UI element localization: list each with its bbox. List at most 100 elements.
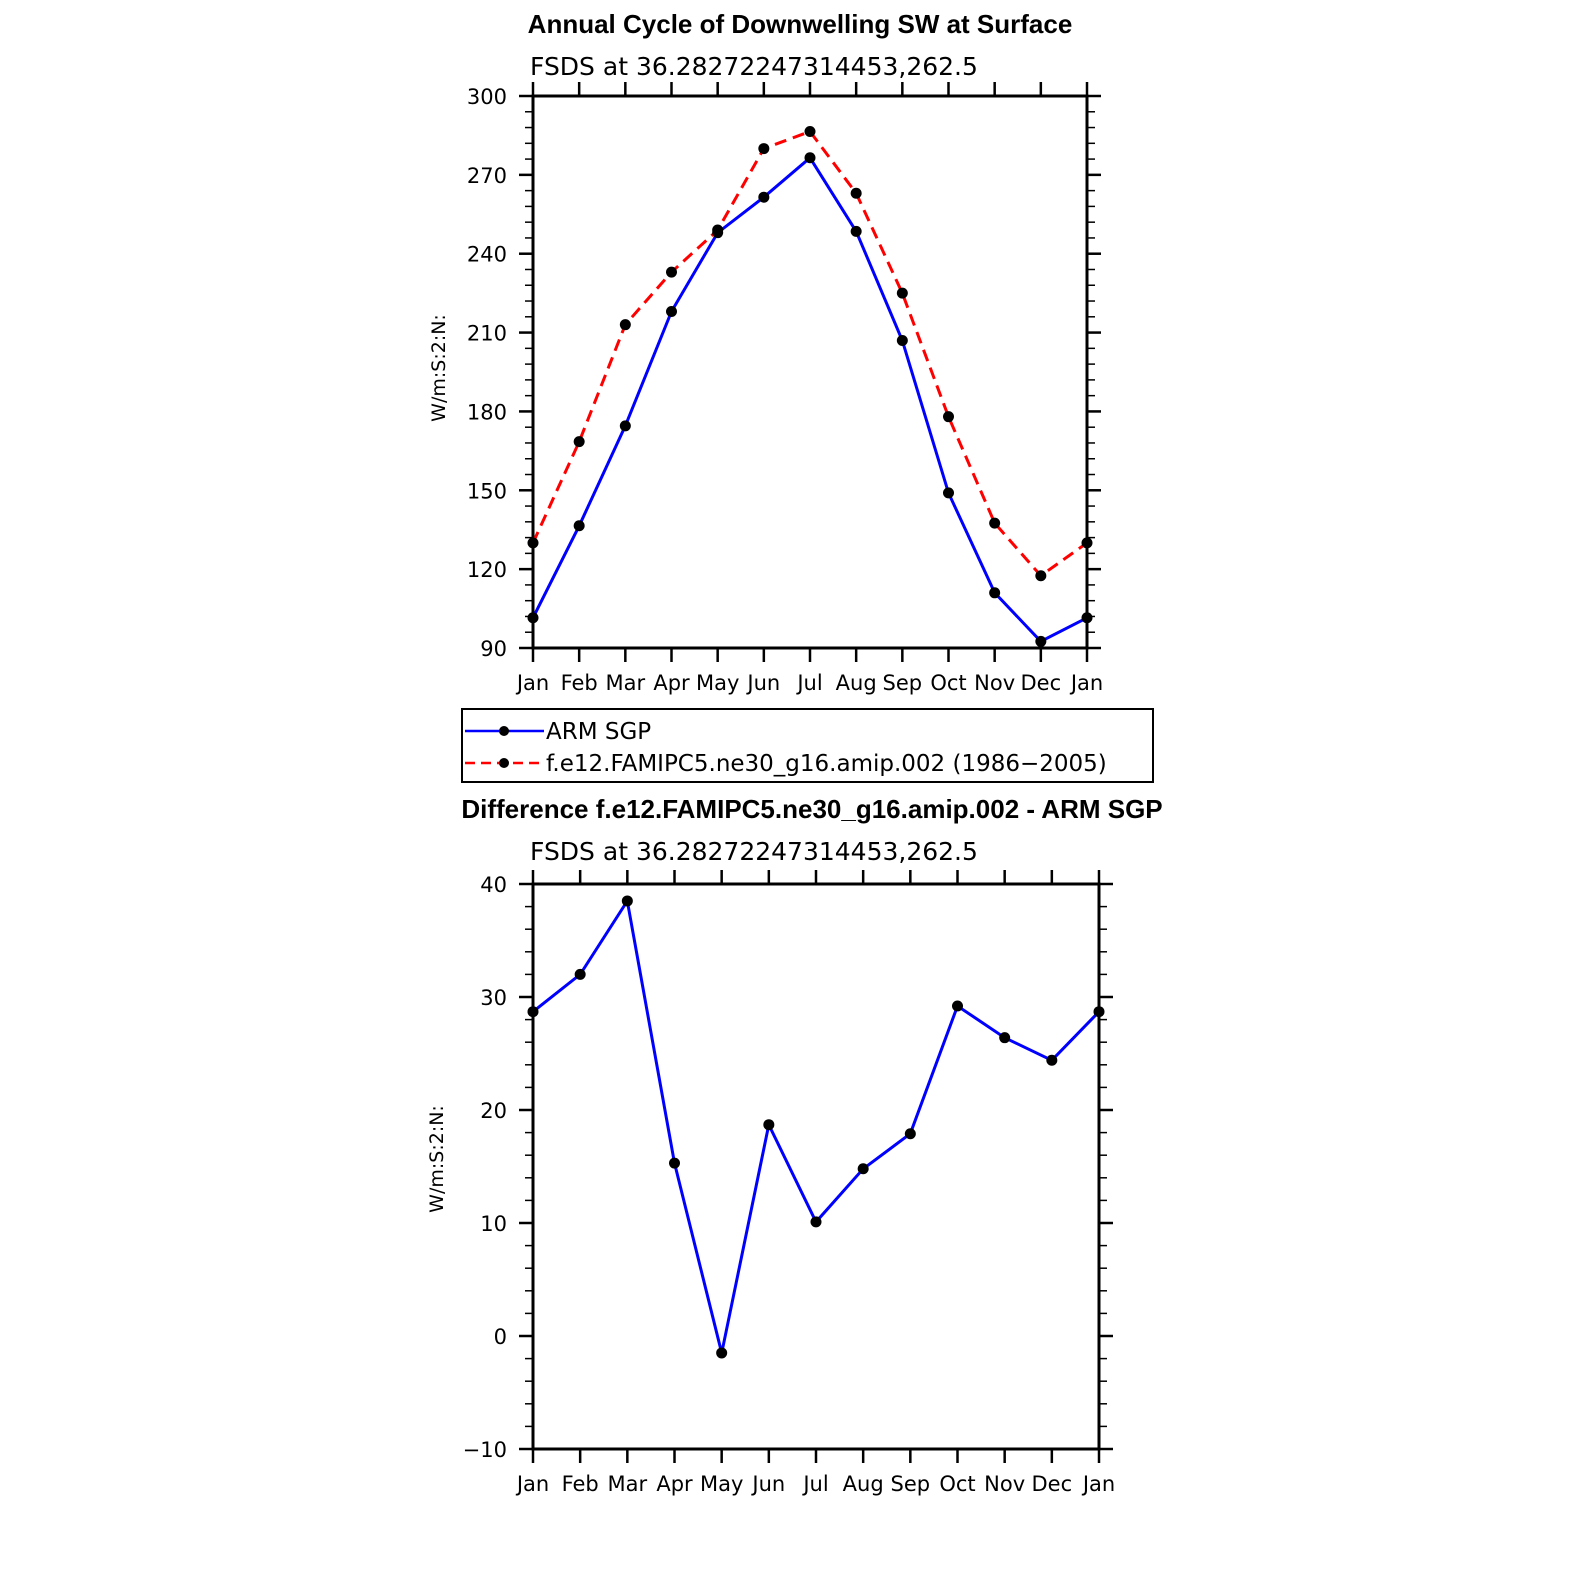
x-tick-label: Apr: [656, 1472, 693, 1496]
legend-box: [461, 708, 1154, 783]
x-tick-label: Feb: [561, 671, 598, 695]
data-point: [1046, 1054, 1058, 1066]
x-tick-label: Jul: [795, 671, 822, 695]
data-point: [573, 520, 585, 532]
x-tick-label: Jan: [515, 1472, 549, 1496]
data-point: [574, 968, 586, 980]
x-tick-label: Nov: [974, 671, 1015, 695]
data-point: [619, 319, 631, 331]
data-point: [712, 224, 724, 236]
series-layer: [527, 125, 1093, 647]
legend-marker-arm: [499, 726, 509, 736]
data-point: [1081, 612, 1093, 624]
chart-subtitle: FSDS at 36.28272247314453,262.5: [530, 837, 978, 866]
data-point: [669, 1157, 680, 1169]
difference-chart: Difference f.e12.FAMIPC5.ne30_g16.amip.0…: [426, 794, 1163, 1496]
chart-title: Difference f.e12.FAMIPC5.ne30_g16.amip.0…: [461, 794, 1162, 824]
data-point: [763, 1119, 775, 1131]
y-tick-label: 240: [467, 243, 507, 267]
x-tick-label: Oct: [939, 1472, 975, 1496]
annual-cycle-chart: Annual Cycle of Downwelling SW at Surfac…: [428, 9, 1103, 695]
data-point: [573, 436, 585, 448]
plot-frame: −10 0 10 20 30 40 Jan Feb Mar Apr May Jun Jul Aug Sep O…: [463, 870, 1115, 1496]
x-tick-label: Aug: [843, 1472, 884, 1496]
x-tick-label: Jun: [750, 1472, 785, 1496]
y-tick-label: 90: [480, 637, 507, 661]
x-tick-label: Jun: [745, 671, 780, 695]
chart-subtitle: FSDS at 36.28272247314453,262.5: [530, 52, 978, 81]
x-tick-label: Jan: [515, 671, 549, 695]
y-tick-label: 120: [467, 558, 507, 582]
data-point: [857, 1163, 869, 1175]
plot-border: [531, 882, 1101, 1451]
x-tick-label: Mar: [608, 1472, 648, 1496]
data-point: [621, 895, 633, 907]
x-tick-label: May: [700, 1472, 743, 1496]
series-line-0: [531, 155, 1088, 644]
x-tick-label: Sep: [883, 671, 923, 695]
y-tick-label: 180: [467, 400, 507, 424]
data-point: [619, 420, 631, 432]
x-tick-label: Jan: [1069, 671, 1103, 695]
series-line-1: [531, 129, 1088, 578]
x-tick-label: Mar: [606, 671, 646, 695]
data-point: [952, 1000, 963, 1012]
y-tick-label: 40: [480, 873, 507, 897]
y-tick-label: 30: [480, 986, 507, 1010]
data-point: [999, 1032, 1011, 1044]
data-point: [666, 306, 677, 318]
data-point: [1035, 635, 1047, 647]
data-point: [804, 152, 816, 164]
y-axis-label: W/m:S:2:N:: [428, 314, 450, 422]
data-point: [758, 143, 770, 155]
data-point: [896, 287, 908, 299]
data-point: [943, 487, 954, 499]
x-tick-label: Apr: [653, 671, 690, 695]
data-point: [989, 517, 1001, 529]
data-point: [896, 334, 908, 346]
data-point: [850, 187, 862, 199]
series-line-0: [532, 896, 1101, 1354]
x-tick-label: Nov: [984, 1472, 1025, 1496]
legend-label-model: f.e12.FAMIPC5.ne30_g16.amip.002 (1986−20…: [546, 751, 1107, 777]
x-tick-label: Dec: [1032, 1472, 1073, 1496]
y-tick-label: 270: [467, 164, 507, 188]
plot-border: [531, 94, 1089, 650]
data-point: [943, 411, 954, 423]
chart-title: Annual Cycle of Downwelling SW at Surfac…: [528, 9, 1073, 39]
x-tick-label: May: [696, 671, 739, 695]
y-tick-label: 10: [480, 1212, 507, 1236]
data-point: [1093, 1006, 1105, 1018]
x-tick-label: Aug: [836, 671, 877, 695]
data-point: [716, 1347, 728, 1359]
y-axis-label: W/m:S:2:N:: [426, 1105, 448, 1213]
x-tick-label: Dec: [1021, 671, 1062, 695]
y-tick-label: 150: [467, 479, 507, 503]
data-point: [527, 612, 539, 624]
y-tick-label: 300: [467, 85, 507, 109]
x-tick-label: Sep: [891, 1472, 931, 1496]
x-tick-label: Jan: [1081, 1472, 1115, 1496]
data-point: [527, 1006, 539, 1018]
data-point: [850, 225, 862, 237]
legend-marker-model: [499, 758, 509, 768]
legend-label-arm: ARM SGP: [546, 719, 651, 745]
x-tick-label: Oct: [930, 671, 966, 695]
y-tick-label: 20: [480, 1099, 507, 1123]
x-tick-label: Feb: [562, 1472, 599, 1496]
x-tick-label: Jul: [801, 1472, 828, 1496]
data-point: [1035, 570, 1047, 582]
data-point: [527, 537, 539, 549]
data-point: [904, 1128, 916, 1140]
data-point: [989, 587, 1001, 599]
y-tick-label: 210: [467, 322, 507, 346]
y-tick-label: 0: [494, 1325, 507, 1349]
data-point: [1081, 537, 1093, 549]
series-layer: [527, 895, 1105, 1359]
legend: ARM SGP f.e12.FAMIPC5.ne30_g16.amip.002 …: [461, 708, 1154, 783]
data-point: [666, 266, 677, 278]
data-point: [810, 1216, 822, 1228]
y-tick-label: −10: [463, 1438, 507, 1462]
